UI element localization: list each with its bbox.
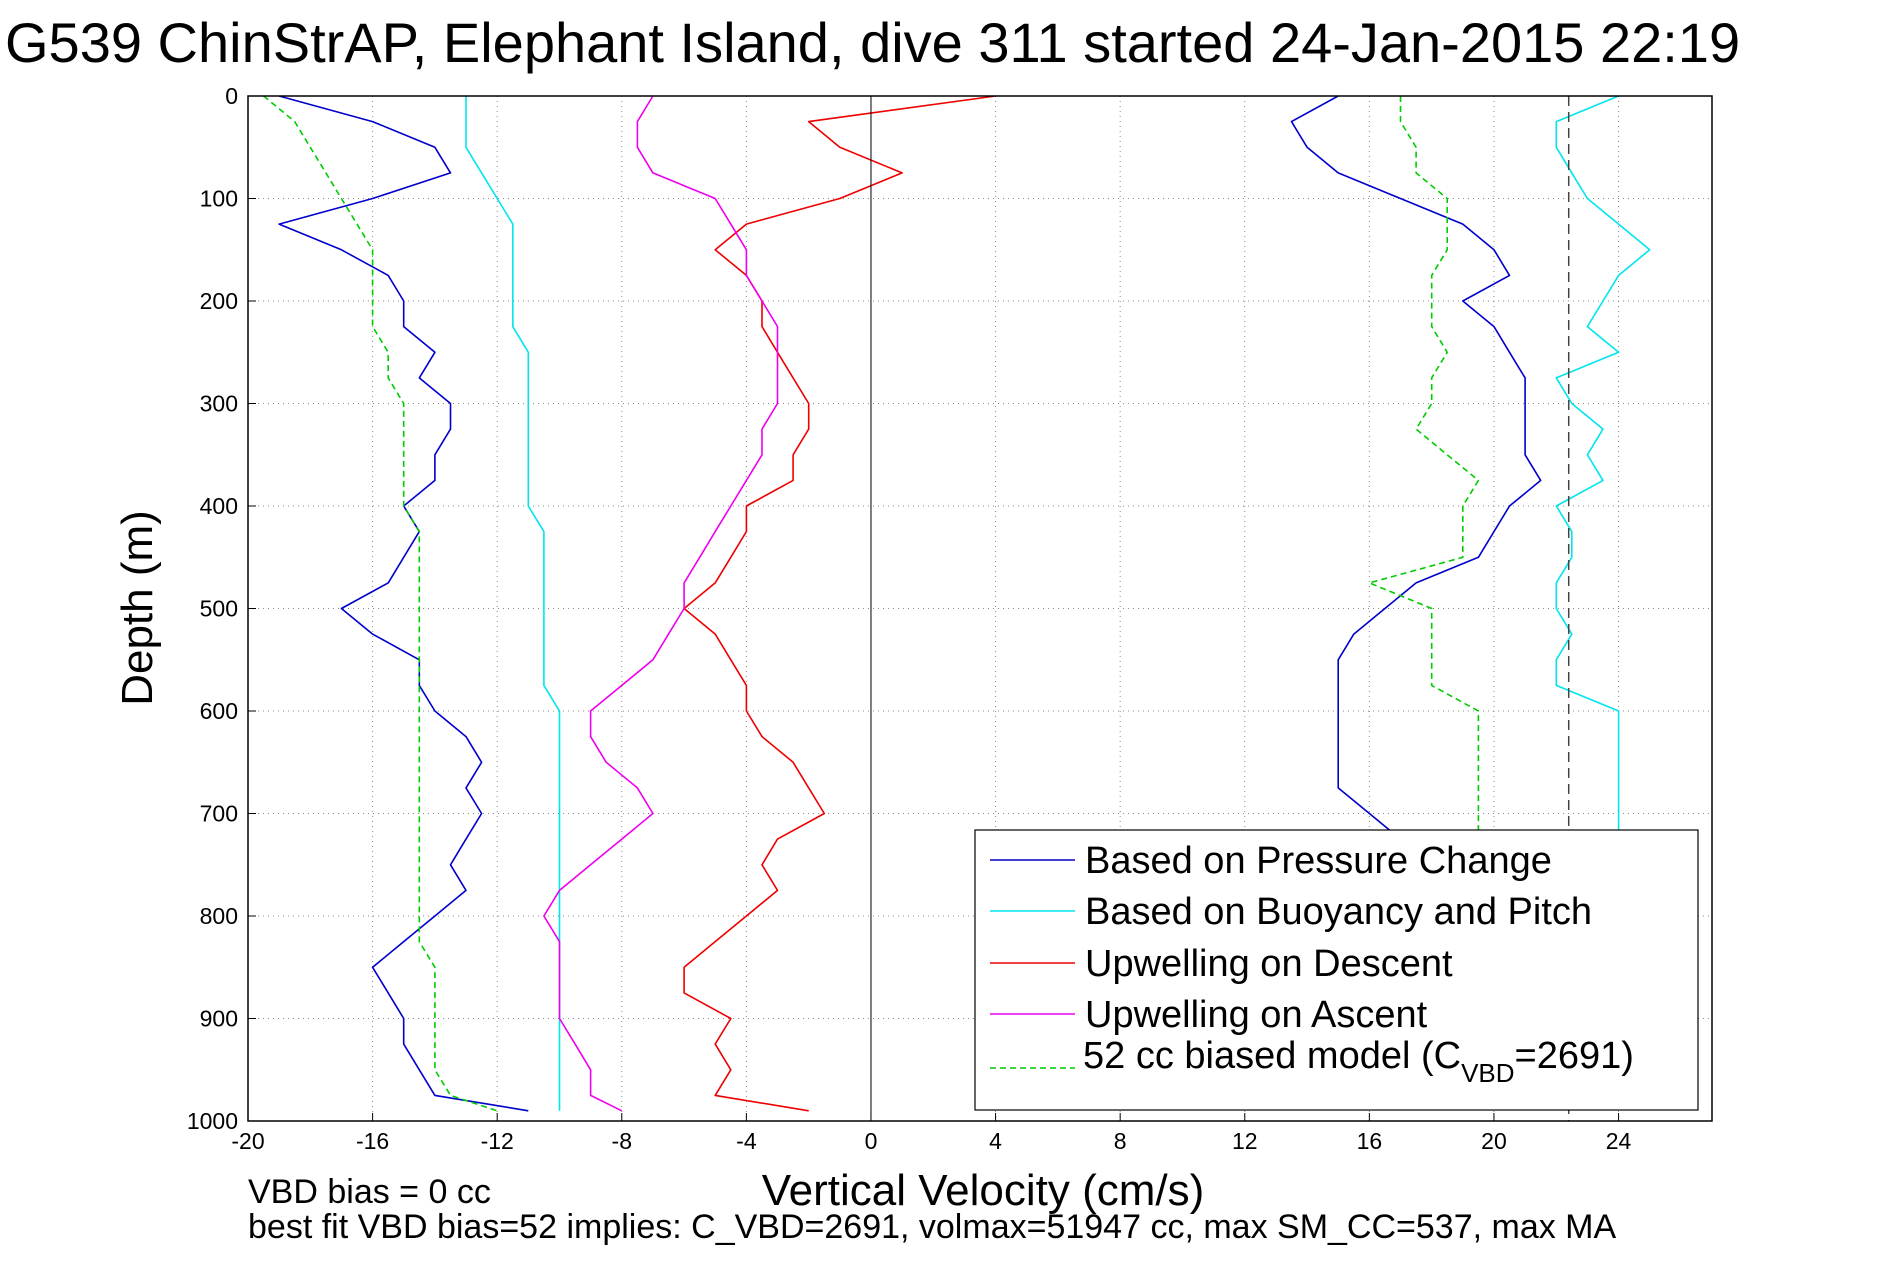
series-desc_buoyancy: [465, 96, 561, 1111]
y-tick-label: 400: [200, 493, 238, 519]
y-tick-label: 500: [200, 596, 238, 622]
legend-model-main: 52 cc biased model (C: [1083, 1035, 1461, 1077]
x-tick-label: -16: [356, 1128, 389, 1154]
legend-entry-pressure: Based on Pressure Change: [1085, 840, 1552, 882]
y-tick-label: 700: [200, 801, 238, 827]
legend-model-tail: =2691): [1515, 1035, 1634, 1077]
legend-box: [974, 829, 1699, 1111]
series-up_descent: [683, 95, 996, 1112]
chart-title: G539 ChinStrAP, Elephant Island, dive 31…: [5, 11, 1740, 74]
y-tick-label: 800: [200, 903, 238, 929]
y-tick-labels: 0 100 200 300 400 500 600 700 800 900 1000: [187, 83, 256, 1134]
y-tick-label: 900: [200, 1006, 238, 1032]
x-tick-label: 16: [1357, 1128, 1383, 1154]
series-layer: [263, 95, 1651, 1112]
vbd-bias-note: VBD bias = 0 cc: [248, 1173, 491, 1211]
x-tick-label: -20: [231, 1128, 264, 1154]
x-tick-label: 12: [1232, 1128, 1258, 1154]
x-tick-label: -4: [736, 1128, 757, 1154]
y-tick-label: 100: [200, 186, 238, 212]
x-tick-label: -8: [612, 1128, 632, 1154]
y-tick-label: 0: [225, 83, 238, 109]
y-tick-label: 1000: [187, 1108, 238, 1134]
legend-entry-up-ascent: Upwelling on Ascent: [1085, 994, 1428, 1036]
x-tick-label: 4: [989, 1128, 1002, 1154]
x-tick-label: 0: [865, 1128, 878, 1154]
best-fit-note: best fit VBD bias=52 implies: C_VBD=2691…: [248, 1208, 1617, 1246]
x-tick-labels: -20 -16 -12 -8 -4 0 4 8 12 16 20 24: [231, 1113, 1632, 1154]
series-asc_model: [1368, 96, 1480, 840]
legend: Based on Pressure Change Based on Buoyan…: [974, 829, 1699, 1111]
legend-entry-up-descent: Upwelling on Descent: [1085, 943, 1453, 985]
x-tick-label: -12: [481, 1128, 514, 1154]
y-axis-label: Depth (m): [113, 510, 162, 706]
x-axis-label: Vertical Velocity (cm/s): [762, 1166, 1205, 1215]
y-tick-label: 200: [200, 288, 238, 314]
x-tick-label: 8: [1114, 1128, 1127, 1154]
y-tick-label: 600: [200, 698, 238, 724]
legend-entry-buoyancy: Based on Buoyancy and Pitch: [1085, 891, 1592, 933]
legend-model-sub: VBD: [1461, 1058, 1514, 1088]
x-tick-label: 20: [1481, 1128, 1507, 1154]
x-tick-label: 24: [1606, 1128, 1632, 1154]
series-desc_pressure: [278, 95, 529, 1112]
y-tick-label: 300: [200, 391, 238, 417]
series-desc_model: [263, 95, 498, 1112]
series-asc_pressure: [1290, 95, 1542, 840]
series-asc_buoyancy: [1555, 95, 1651, 840]
series-up_ascent: [543, 95, 779, 1112]
legend-entry-model: 52 cc biased model (CVBD=2691): [1083, 1035, 1634, 1088]
